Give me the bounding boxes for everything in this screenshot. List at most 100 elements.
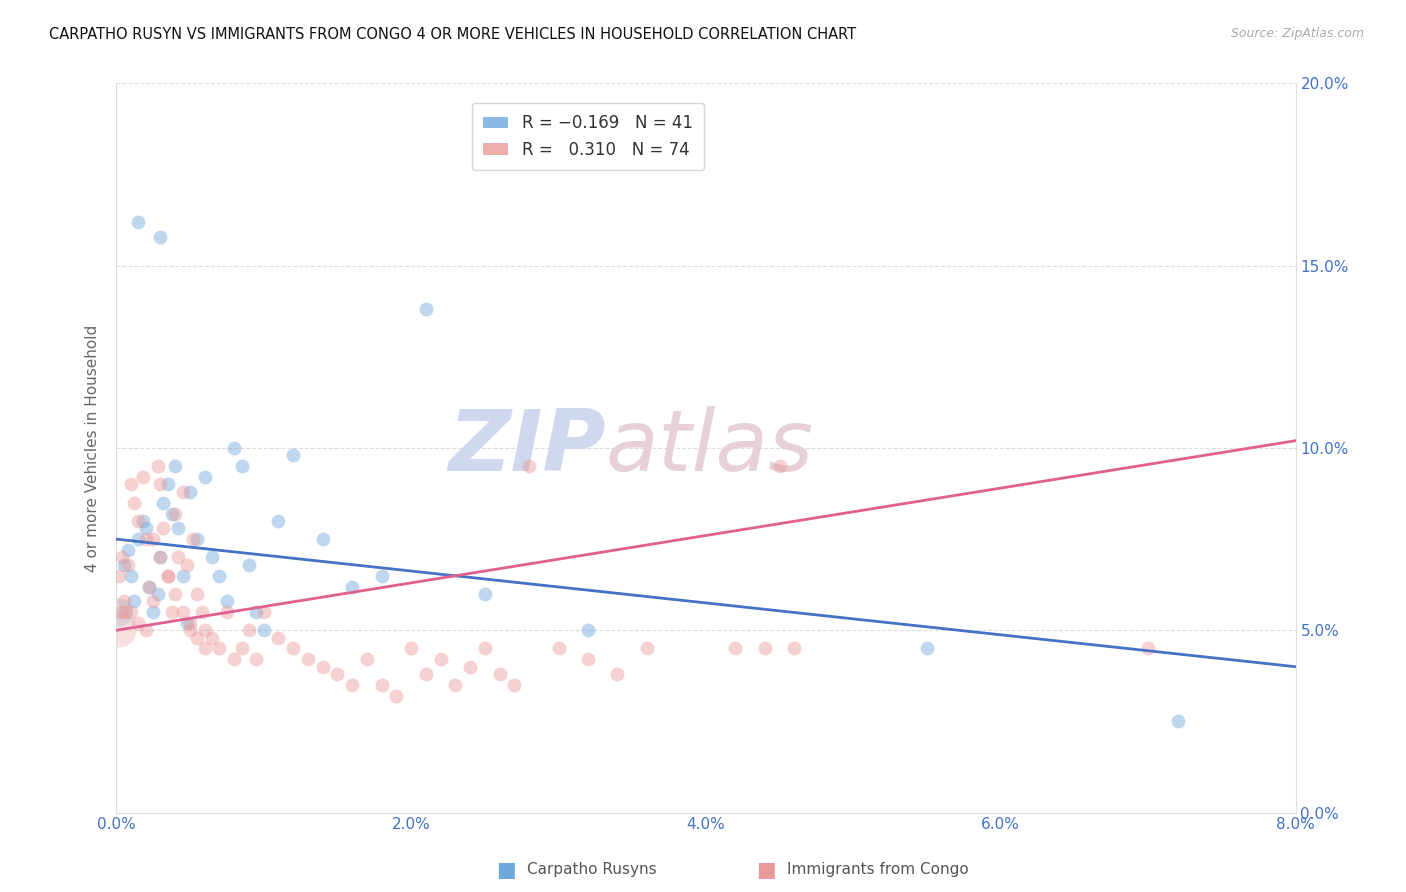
Point [283, 641, 305, 656]
Point [165, 459, 187, 474]
Point [179, 624, 201, 638]
Point [488, 667, 510, 681]
Point [176, 615, 198, 630]
Point [167, 550, 190, 565]
Point [245, 605, 267, 619]
Point [135, 624, 157, 638]
Point [208, 568, 231, 582]
Point [149, 550, 172, 565]
Point [399, 641, 422, 656]
Point [1137, 641, 1160, 656]
Point [208, 641, 231, 656]
Point [162, 507, 184, 521]
Point [108, 568, 131, 582]
Point [606, 667, 628, 681]
Point [415, 302, 437, 317]
Point [122, 496, 145, 510]
Point [156, 568, 179, 582]
Point [311, 532, 333, 546]
Point [253, 605, 276, 619]
Point [429, 652, 451, 666]
Point [340, 580, 363, 594]
Point [142, 605, 165, 619]
Point [167, 521, 190, 535]
Point [283, 448, 305, 462]
Point [754, 641, 776, 656]
Point [636, 641, 658, 656]
Point [194, 641, 217, 656]
Point [135, 521, 157, 535]
Point [194, 470, 217, 484]
Point [415, 667, 437, 681]
Point [253, 624, 276, 638]
Point [547, 641, 569, 656]
Point [474, 587, 496, 601]
Point [149, 229, 172, 244]
Point [110, 605, 132, 619]
Point [201, 550, 224, 565]
Point [120, 477, 142, 491]
Point [186, 587, 208, 601]
Point [503, 678, 526, 692]
Point [783, 641, 806, 656]
Point [724, 641, 747, 656]
Point [165, 587, 187, 601]
Point [152, 521, 174, 535]
Point [1167, 714, 1189, 729]
Point [385, 689, 408, 703]
Point [149, 550, 172, 565]
Point [238, 558, 260, 572]
Point [769, 459, 792, 474]
Text: Source: ZipAtlas.com: Source: ZipAtlas.com [1230, 27, 1364, 40]
Point [132, 514, 155, 528]
Point [156, 568, 179, 582]
Point [142, 594, 165, 608]
Point [135, 532, 157, 546]
Text: ■: ■ [756, 860, 776, 880]
Point [127, 532, 149, 546]
Point [194, 624, 217, 638]
Text: Immigrants from Congo: Immigrants from Congo [787, 863, 969, 877]
Point [146, 587, 169, 601]
Point [162, 605, 184, 619]
Point [132, 470, 155, 484]
Point [267, 631, 290, 645]
Point [186, 532, 208, 546]
Point [120, 568, 142, 582]
Point [224, 652, 246, 666]
Point [112, 558, 135, 572]
Text: ZIP: ZIP [449, 407, 606, 490]
Point [172, 484, 194, 499]
Text: atlas: atlas [606, 407, 814, 490]
Point [179, 484, 201, 499]
Point [231, 459, 253, 474]
Point [201, 631, 224, 645]
Point [117, 543, 139, 558]
Point [458, 659, 481, 673]
Point [474, 641, 496, 656]
Point [215, 594, 238, 608]
Point [215, 605, 238, 619]
Point [181, 532, 204, 546]
Point [370, 678, 392, 692]
Point [311, 659, 333, 673]
Point [176, 558, 198, 572]
Point [149, 477, 172, 491]
Point [138, 580, 160, 594]
Point [127, 215, 149, 229]
Point [340, 678, 363, 692]
Point [224, 441, 246, 455]
Text: Carpatho Rusyns: Carpatho Rusyns [527, 863, 657, 877]
Point [127, 514, 149, 528]
Point [179, 615, 201, 630]
Point [517, 459, 540, 474]
Point [138, 580, 160, 594]
Legend: R = −0.169   N = 41, R =   0.310   N = 74: R = −0.169 N = 41, R = 0.310 N = 74 [471, 103, 704, 170]
Point [172, 568, 194, 582]
Point [238, 624, 260, 638]
Point [231, 641, 253, 656]
Text: ■: ■ [496, 860, 516, 880]
Point [165, 507, 187, 521]
Point [114, 605, 136, 619]
Point [267, 514, 290, 528]
